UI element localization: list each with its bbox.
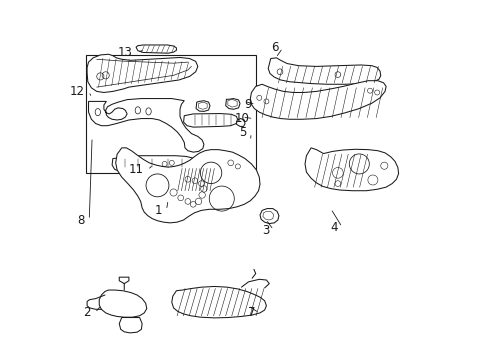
Polygon shape [87, 54, 198, 93]
Polygon shape [260, 208, 279, 224]
Polygon shape [305, 148, 398, 191]
Text: 7: 7 [247, 306, 255, 319]
Bar [86, 55, 256, 173]
Text: 6: 6 [271, 41, 279, 54]
Text: 9: 9 [244, 98, 251, 111]
Polygon shape [226, 99, 240, 109]
Polygon shape [119, 318, 142, 333]
Text: 2: 2 [83, 306, 91, 319]
Text: 13: 13 [118, 46, 132, 59]
Polygon shape [136, 45, 176, 53]
Polygon shape [112, 156, 197, 172]
Text: 10: 10 [234, 112, 249, 125]
Polygon shape [172, 287, 267, 318]
Text: 3: 3 [262, 224, 270, 237]
Polygon shape [196, 101, 210, 111]
Text: 5: 5 [240, 126, 247, 139]
Text: 1: 1 [155, 204, 162, 217]
Polygon shape [137, 174, 153, 181]
Polygon shape [89, 99, 204, 152]
Text: 12: 12 [69, 85, 84, 98]
Polygon shape [250, 81, 386, 119]
Polygon shape [99, 290, 147, 317]
Polygon shape [116, 148, 260, 223]
Text: 8: 8 [77, 213, 85, 226]
Text: 11: 11 [128, 163, 143, 176]
Polygon shape [237, 118, 245, 126]
Polygon shape [268, 58, 381, 84]
Polygon shape [184, 113, 238, 127]
Text: 4: 4 [330, 221, 338, 234]
